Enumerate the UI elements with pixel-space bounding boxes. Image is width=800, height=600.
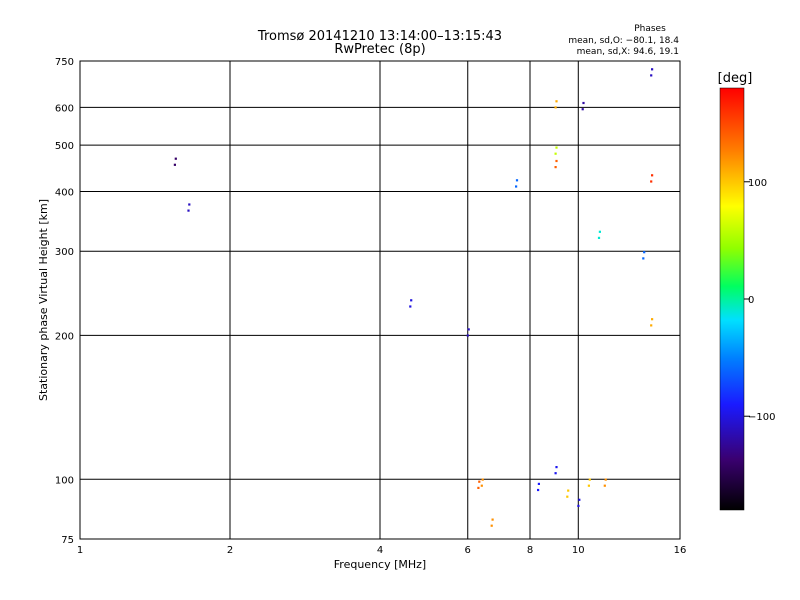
scatter-point [577,504,580,507]
plot-frame [79,60,681,540]
colorbar-label: [deg] [718,71,753,86]
stats-title: Phases [634,24,666,34]
scatter-point [554,472,557,475]
scatter-point [651,174,654,177]
scatter-point [587,484,590,487]
scatter-point [555,146,558,149]
scatter-point [480,484,483,487]
x-tick-label: 8 [527,545,533,556]
scatter-point [467,328,470,331]
colorbar-tick-label: 100 [748,178,767,189]
scatter-point [650,324,653,327]
scatter-point [588,478,591,481]
y-tick-label: 100 [55,475,74,486]
y-tick-label: 500 [55,141,74,152]
x-axis-label: Frequency [MHz] [334,558,426,571]
stats-x-line: mean, sd,X: 94.6, 19.1 [577,47,679,57]
scatter-point [188,203,191,206]
chart-title: Tromsø 20141210 13:14:00–13:15:43 [257,29,502,44]
y-tick-label: 300 [55,247,74,258]
y-tick-label: 750 [55,57,74,68]
scatter-point [555,100,558,103]
x-tick-label: 10 [572,545,585,556]
scatter-point [491,518,494,521]
scatter-point [582,101,585,105]
y-tick-label: 400 [55,187,74,198]
scatter-point [604,478,607,481]
y-tick-label: 600 [55,103,74,114]
scatter-point [597,236,601,239]
scatter-point [555,159,558,163]
scatter-point [650,180,653,183]
colorbar-ticks: 100 0 −100 [744,178,775,423]
scatter-point [651,318,654,321]
y-axis-ticks: 75 100 200 300 400 500 600 750 [55,57,74,546]
scatter-point [643,251,646,254]
scatter-point [515,185,518,188]
colorbar-tick-label: −100 [748,412,775,423]
scatter-point [515,179,519,182]
scatter-point [566,495,569,498]
scatter-point [567,489,570,492]
scatter-point [554,152,557,155]
scatter-point [642,257,645,260]
scatter-point [173,163,176,166]
scatter-point [477,486,480,489]
scatter-point [554,166,557,169]
scatter-point [466,334,469,337]
grid-lines [80,61,680,539]
x-tick-label: 2 [227,545,233,556]
scatter-point [598,230,601,233]
scatter-point [174,157,177,160]
scatter-point [537,482,540,485]
scatter-point [555,466,558,469]
y-tick-label: 75 [61,535,74,546]
scatter-point [410,299,413,302]
scatter-point [650,74,653,77]
x-tick-label: 16 [674,545,687,556]
scatter-point [537,488,540,492]
scatter-point [578,498,581,501]
x-axis-ticks: 1 2 4 6 8 10 16 [77,545,687,556]
scatter-point [581,108,584,111]
chart-subtitle: RwPretec (8p) [334,42,425,57]
scatter-point [651,68,654,71]
data-points [173,68,654,527]
colorbar [719,87,745,511]
y-tick-label: 200 [55,331,74,342]
stats-o-line: mean, sd,O: −80.1, 18.4 [568,36,679,46]
scatter-point [490,524,493,527]
scatter-point [187,209,190,212]
scatter-point [554,106,557,109]
scatter-point [603,484,606,487]
x-tick-label: 4 [377,545,383,556]
x-tick-label: 6 [465,545,471,556]
scatter-point [409,305,412,308]
scatter-point [478,480,481,483]
x-tick-label: 1 [77,545,83,556]
colorbar-tick-label: 0 [748,295,754,306]
scatter-point [481,478,484,481]
y-axis-label: Stationary phase Virtual Height [km] [37,199,50,401]
